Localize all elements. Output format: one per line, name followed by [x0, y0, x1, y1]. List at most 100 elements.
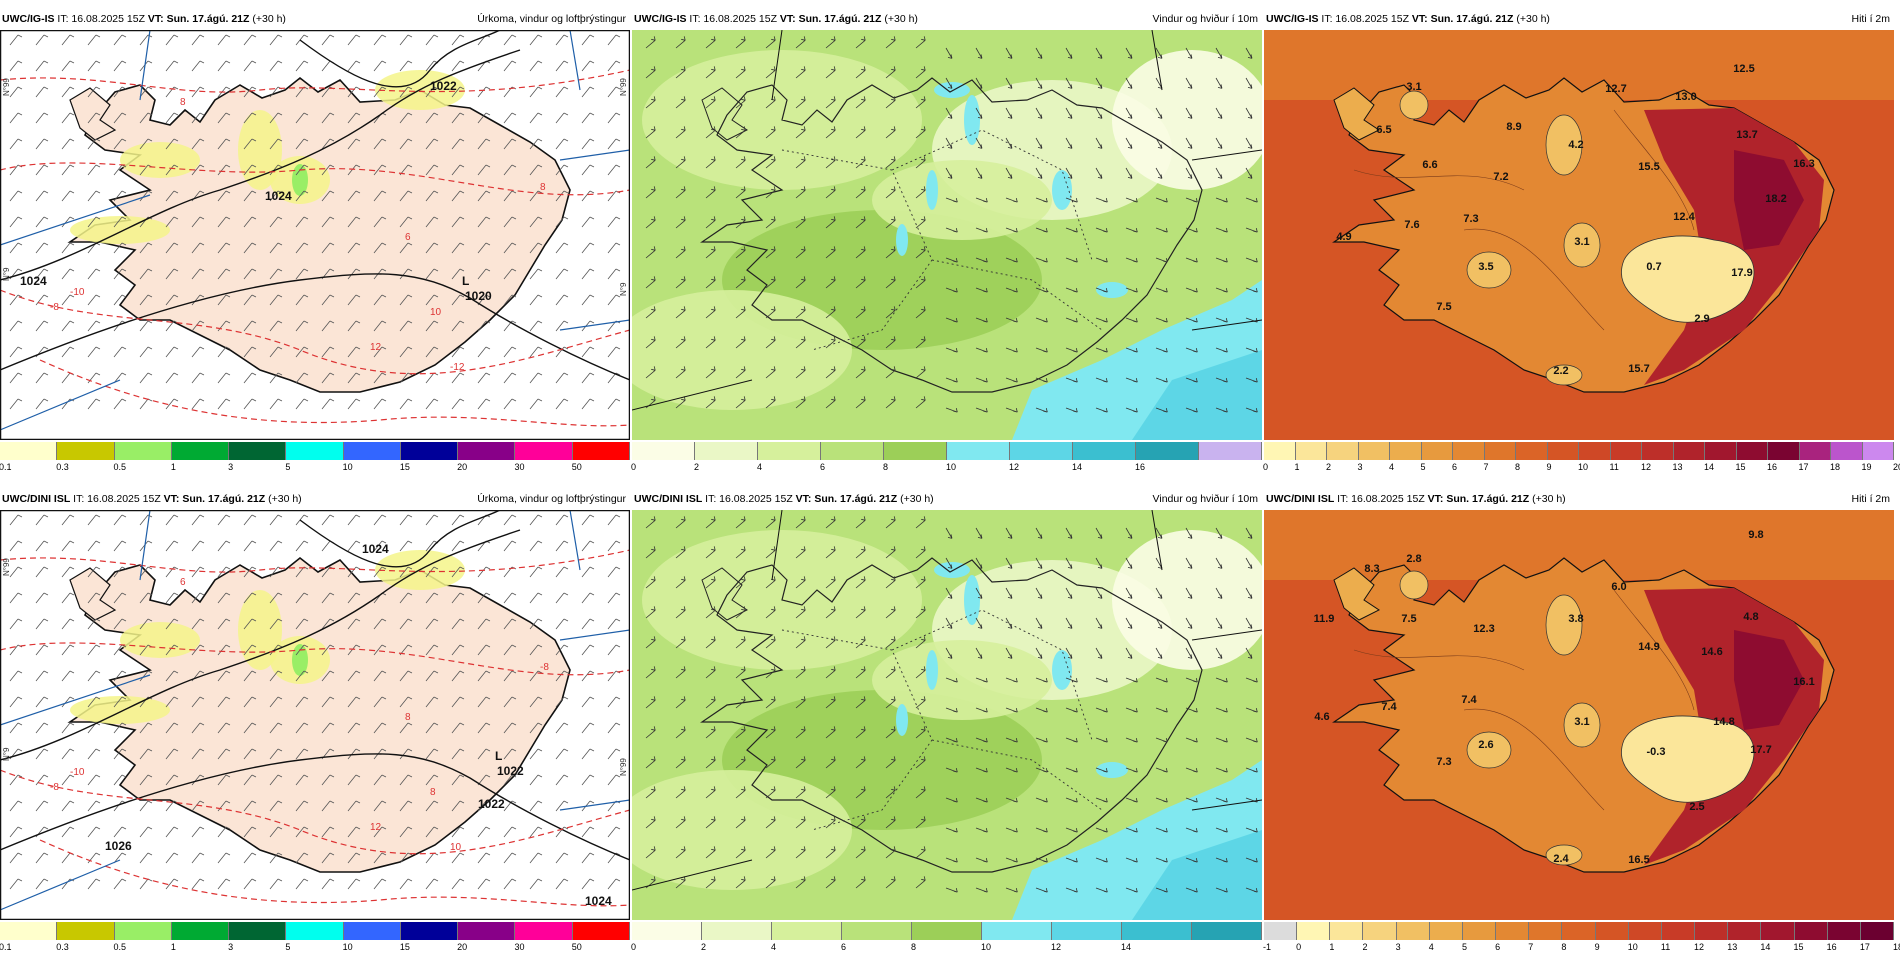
colorbar-tick-label: 2 [701, 942, 707, 952]
colorbar-swatch [1199, 442, 1262, 460]
temperature-value: 14.8 [1713, 716, 1734, 728]
colorbar-tick-label: 18 [1893, 942, 1900, 952]
precip-area [70, 216, 170, 244]
temperature-value: 12.7 [1605, 83, 1626, 95]
colorbar-tick-label: 7 [1528, 942, 1534, 952]
temperature-contour-label: -8 [50, 302, 59, 313]
graticule-label: N°99 [619, 78, 628, 96]
isobar-label: 1026 [105, 839, 132, 853]
colorbar-tick-label: 19 [1861, 462, 1872, 472]
colorbar-tick-label: 14 [1121, 942, 1132, 952]
temperature-value: 3.5 [1478, 261, 1493, 273]
colorbar [632, 442, 1262, 460]
panel-title-left: UWC/IG-IS IT: 16.08.2025 15Z VT: Sun. 17… [634, 8, 918, 30]
temperature-value: 13.0 [1675, 91, 1696, 103]
temperature-contour-label: 8 [405, 712, 411, 723]
glacier-cold-area [1621, 715, 1755, 803]
glacier-cold-area [1466, 251, 1512, 289]
map-panel-precip: UWC/IG-IS IT: 16.08.2025 15Z VT: Sun. 17… [0, 8, 630, 478]
colorbar-tick-label: 7 [1483, 462, 1489, 472]
colorbar-swatch [632, 442, 695, 460]
colorbar-swatch [1595, 922, 1629, 940]
colorbar-swatch [1297, 922, 1331, 940]
glacier-cold-area [1545, 594, 1583, 656]
colorbar-tick-label: 0.1 [0, 462, 12, 472]
colorbar-swatch [1462, 922, 1497, 940]
colorbar-swatch [0, 922, 58, 940]
isobar-label: 1020 [465, 289, 492, 303]
colorbar-tick-label: 11 [1660, 942, 1671, 952]
map-panel-wind: UWC/DINI ISL IT: 16.08.2025 15Z VT: Sun.… [631, 488, 1262, 958]
map-precip: -8 -10 -12 12 10 8 6 8 1020 1024 1022 1024 L N°99 N°9 N… [0, 30, 630, 440]
colorbar-swatch [884, 442, 947, 460]
colorbar-tick-label: 4 [1428, 942, 1434, 952]
temperature-contour-label: 12 [370, 342, 382, 353]
map-canvas: -8 -10 -12 12 10 8 6 8 1020 1024 1022 1024 L N°99 N°9 N… [0, 30, 630, 440]
wind-speed-area [872, 160, 1052, 240]
colorbar-swatch [1673, 442, 1705, 460]
colorbar-tick-label: 1 [1294, 462, 1300, 472]
isobar [299, 30, 501, 88]
temperature-value: 16.5 [1628, 854, 1649, 866]
colorbar-swatch [1628, 922, 1662, 940]
colorbar-tick-label: 2 [1362, 942, 1368, 952]
temperature-value: 16.3 [1793, 158, 1814, 170]
colorbar-swatch [1073, 442, 1136, 460]
isobar [0, 49, 521, 281]
glacier-cold-area [1545, 364, 1583, 386]
colorbar-swatch [1363, 922, 1397, 940]
colorbar-swatch [171, 442, 230, 460]
temperature-value: 17.9 [1731, 267, 1752, 279]
low-pressure-marker: L [462, 274, 469, 288]
field-title: Hiti í 2m [1851, 493, 1890, 505]
isobar [0, 529, 521, 761]
colorbar-tick-label: 16 [1826, 942, 1837, 952]
colorbar-tick-label: 3 [1395, 942, 1401, 952]
temperature-area [1734, 630, 1804, 730]
wind-speed-area [872, 640, 1052, 720]
temperature-value: 13.7 [1736, 129, 1757, 141]
temperature-contour-label: -12 [450, 362, 465, 373]
colorbar-swatch [458, 442, 516, 460]
temperature-value: 7.4 [1461, 694, 1477, 706]
field-title: Vindur og hviður í 10m [1152, 13, 1258, 25]
colorbar-swatch [1052, 922, 1122, 940]
colorbar-swatch [1136, 442, 1199, 460]
strong-wind-area [1096, 282, 1128, 298]
map-canvas: 3.1 12.7 13.0 12.5 6.5 8.9 4.2 13.7 6.6 7.2 15.5 16… [1264, 30, 1894, 440]
colorbar-tick-label: 3 [1357, 462, 1363, 472]
strong-wind-area [926, 650, 938, 690]
temperature-contour [0, 289, 630, 375]
init-time: IT: 16.08.2025 15Z [702, 493, 796, 505]
colorbar-swatch [1421, 442, 1453, 460]
temperature-value: 9.8 [1748, 529, 1763, 541]
colorbar-tick-label: 15 [399, 462, 410, 472]
valid-time: VT: Sun. 17.ágú. 21Z [1411, 13, 1514, 25]
colorbar-tick-label: 6 [1452, 462, 1458, 472]
colorbar-swatch [400, 922, 459, 940]
colorbar-swatch [343, 922, 401, 940]
isobar-label: 1024 [265, 189, 292, 203]
temperature-value: 6.5 [1376, 124, 1391, 136]
field-title: Úrkoma, vindur og loftþrýstingur [477, 13, 626, 25]
model-name: UWC/IG-IS [1266, 13, 1319, 25]
colorbar-tick-label: 5 [1420, 462, 1426, 472]
colorbar-tick-label: 8 [911, 942, 917, 952]
glacier-cold-area [1545, 114, 1583, 176]
glacier-cold-area [1545, 844, 1583, 866]
iceland-coastline [700, 557, 1203, 873]
colorbar-swatch [1529, 922, 1563, 940]
strong-wind-area [964, 575, 980, 625]
precip-area [120, 142, 200, 178]
colorbar-swatch [1579, 442, 1611, 460]
colorbar-tick-label: 10 [946, 462, 957, 472]
colorbar-tick-label: 30 [514, 942, 525, 952]
precip-area [292, 164, 308, 196]
colorbar-tick-label: 14 [1760, 942, 1771, 952]
colorbar-tick-label: 2 [1326, 462, 1332, 472]
colorbar-swatch [400, 442, 459, 460]
colorbar-tick-label: 12 [1009, 462, 1020, 472]
colorbar-swatch [947, 442, 1010, 460]
isobar-label: 1024 [585, 894, 612, 908]
temperature-contour-label: -8 [540, 662, 549, 673]
